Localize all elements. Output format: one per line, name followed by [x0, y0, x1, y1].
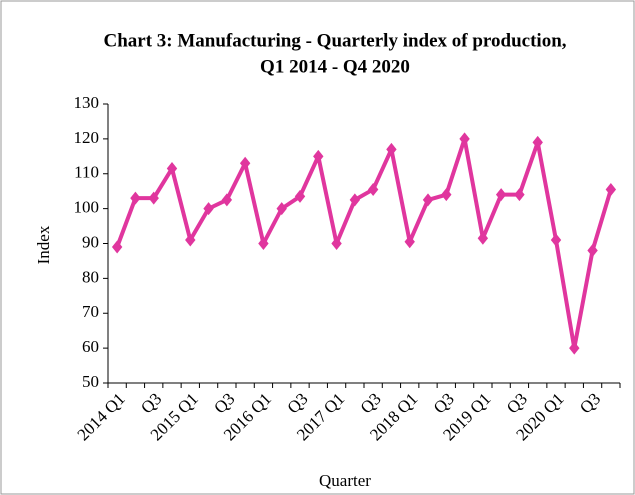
data-point: [514, 188, 525, 202]
data-point: [331, 237, 342, 250]
y-axis-label: Index: [34, 225, 53, 264]
y-tick-label: 80: [82, 267, 99, 286]
data-point: [441, 188, 452, 202]
data-point: [130, 191, 141, 205]
y-tick-label: 120: [74, 128, 100, 147]
y-tick-label: 50: [82, 372, 99, 391]
chart-title: Q1 2014 - Q4 2020: [260, 56, 410, 77]
y-tick-label: 130: [74, 93, 100, 112]
data-point: [477, 231, 489, 245]
data-point: [367, 182, 379, 196]
data-point: [239, 156, 251, 170]
data-point: [587, 243, 598, 257]
x-axis-label: Quarter: [319, 471, 371, 490]
data-point: [148, 191, 159, 205]
data-point: [349, 193, 361, 207]
series-line: [115, 136, 613, 351]
data-point: [111, 240, 123, 254]
data-point: [221, 193, 233, 207]
data-point: [605, 182, 617, 196]
y-tick-label: 100: [74, 198, 100, 217]
chart-title: Chart 3: Manufacturing - Quarterly index…: [103, 30, 566, 51]
data-point: [166, 162, 178, 176]
data-point: [459, 132, 470, 146]
data-point: [276, 202, 287, 216]
data-point: [569, 341, 580, 355]
data-point: [404, 235, 415, 249]
data-point: [495, 188, 507, 202]
y-tick-label: 70: [82, 302, 99, 321]
y-tick-label: 60: [82, 337, 99, 356]
data-point: [532, 135, 543, 149]
data-point: [550, 233, 562, 247]
data-point: [313, 149, 324, 163]
data-point: [422, 193, 434, 207]
y-tick-label: 90: [82, 232, 99, 251]
data-point: [203, 202, 214, 216]
data-point: [386, 142, 397, 156]
data-point: [258, 237, 269, 250]
data-point: [294, 189, 306, 203]
data-point: [185, 233, 196, 247]
y-tick-label: 110: [74, 163, 99, 182]
